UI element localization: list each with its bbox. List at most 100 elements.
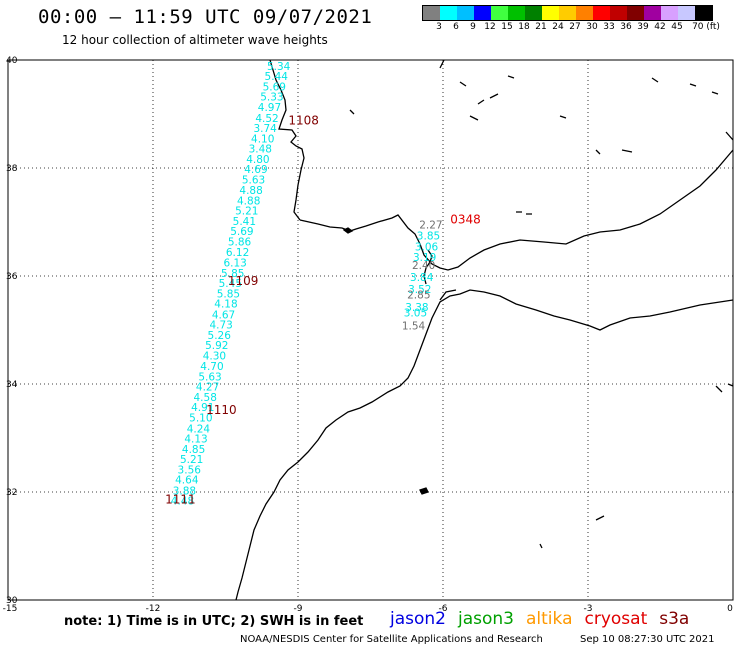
wave-height-value: 4.13 bbox=[184, 434, 207, 446]
page-title: 00:00 – 11:59 UTC 09/07/2021 bbox=[38, 6, 373, 28]
color-scale-bar bbox=[422, 5, 713, 21]
wave-height-value: 2.27 bbox=[419, 220, 442, 232]
wave-height-value: 5.69 bbox=[263, 81, 286, 93]
color-scale-label: 45 bbox=[671, 22, 683, 32]
color-scale-label: 30 bbox=[586, 22, 598, 32]
pass-time-label: 1109 bbox=[228, 274, 259, 288]
color-swatch bbox=[593, 6, 610, 20]
wave-height-value: 5.33 bbox=[260, 92, 283, 104]
color-swatch bbox=[474, 6, 491, 20]
wave-height-value: 4.48 bbox=[171, 496, 194, 508]
wave-height-value: 2.85 bbox=[407, 289, 430, 301]
x-tick-label: 0 bbox=[727, 604, 733, 614]
wave-height-value: 4.80 bbox=[246, 154, 269, 166]
wave-height-points: 5.345.445.695.334.974.523.744.103.484.80… bbox=[171, 61, 443, 508]
color-swatch bbox=[678, 6, 695, 20]
credit-text: NOAA/NESDIS Center for Satellite Applica… bbox=[240, 634, 543, 645]
color-swatch bbox=[644, 6, 661, 20]
page-subtitle: 12 hour collection of altimeter wave hei… bbox=[62, 33, 328, 47]
y-tick-label: 34 bbox=[6, 380, 18, 390]
x-tick-label: -3 bbox=[584, 604, 593, 614]
color-swatch bbox=[610, 6, 627, 20]
wave-height-value: 4.18 bbox=[214, 299, 237, 311]
color-swatch bbox=[457, 6, 474, 20]
wave-height-value: 3.38 bbox=[405, 302, 428, 314]
wave-height-value: 5.92 bbox=[205, 340, 228, 352]
wave-height-value: 3.84 bbox=[410, 272, 434, 284]
wave-height-value: 3.48 bbox=[249, 144, 272, 156]
wave-height-value: 4.73 bbox=[209, 320, 232, 332]
coast-spain-east bbox=[439, 59, 734, 141]
island-bits bbox=[349, 75, 734, 549]
wave-height-value: 6.12 bbox=[226, 247, 249, 259]
wave-height-value: 4.85 bbox=[182, 444, 205, 456]
wave-height-value: 5.63 bbox=[242, 174, 265, 186]
wave-height-value: 4.30 bbox=[203, 350, 226, 362]
timestamp-text: Sep 10 08:27:30 UTC 2021 bbox=[580, 634, 715, 645]
color-scale-label: 18 bbox=[518, 22, 530, 32]
wave-height-value: 5.41 bbox=[233, 216, 256, 228]
pass-time-label: 1108 bbox=[288, 113, 319, 127]
island-fill-2 bbox=[419, 487, 429, 495]
color-scale-label: 33 bbox=[603, 22, 615, 32]
coast-portugal bbox=[269, 59, 305, 221]
wave-height-value: 4.97 bbox=[258, 102, 281, 114]
wave-height-value: 5.63 bbox=[198, 371, 221, 383]
wave-height-value: 5.44 bbox=[265, 71, 289, 83]
satellite-legend: jason2 jason3 altika cryosat s3a bbox=[390, 609, 701, 629]
color-swatch bbox=[491, 6, 508, 20]
x-tick-label: -6 bbox=[439, 604, 448, 614]
wave-height-value: 5.69 bbox=[230, 226, 253, 238]
wave-height-value: 5.21 bbox=[180, 454, 203, 466]
note-text: note: 1) Time is in UTC; 2) SWH is in fe… bbox=[64, 614, 364, 629]
wave-height-value: 5.34 bbox=[267, 61, 291, 73]
coastline bbox=[235, 59, 734, 601]
color-swatch bbox=[440, 6, 457, 20]
wave-height-value: 5.85 bbox=[217, 288, 240, 300]
coast-spain-south bbox=[299, 149, 734, 271]
color-scale-label: 39 bbox=[637, 22, 649, 32]
map-frame bbox=[7, 59, 734, 601]
coast-africa bbox=[235, 289, 734, 601]
wave-height-value: 3.19 bbox=[413, 252, 436, 264]
color-scale-label: 12 bbox=[484, 22, 496, 32]
color-swatch bbox=[661, 6, 678, 20]
color-scale-label: 9 bbox=[470, 22, 476, 32]
wave-height-value: 3.05 bbox=[404, 308, 427, 320]
island-fill-1 bbox=[342, 227, 354, 234]
y-tick-label: 38 bbox=[6, 164, 18, 174]
wave-height-value: 4.27 bbox=[196, 382, 219, 394]
color-scale-label: 42 bbox=[654, 22, 666, 32]
wave-height-value: 4.70 bbox=[200, 361, 223, 373]
color-swatch bbox=[525, 6, 542, 20]
wave-height-value: 3.56 bbox=[178, 464, 202, 476]
color-scale-label: 27 bbox=[569, 22, 581, 32]
color-scale-label: 70 (ft) bbox=[692, 22, 720, 32]
pass-time-labels: 1108 1109 1110 1111 0348 bbox=[165, 113, 481, 506]
wave-height-value: 5.85 bbox=[221, 268, 244, 280]
color-swatch bbox=[695, 6, 712, 20]
color-scale-label: 36 bbox=[620, 22, 632, 32]
y-tick-label: 36 bbox=[6, 272, 18, 282]
wave-height-value: 3.85 bbox=[417, 231, 440, 243]
wave-height-value: 4.88 bbox=[237, 195, 260, 207]
pass-time-label: 1111 bbox=[165, 493, 196, 507]
wave-height-value: 4.10 bbox=[251, 133, 274, 145]
color-swatch bbox=[542, 6, 559, 20]
color-scale-label: 24 bbox=[552, 22, 564, 32]
wave-height-value: 1.54 bbox=[402, 321, 426, 333]
wave-height-value: 4.58 bbox=[194, 392, 217, 404]
pass-time-label: 1110 bbox=[206, 403, 237, 417]
color-swatch bbox=[627, 6, 644, 20]
color-scale-label: 21 bbox=[535, 22, 547, 32]
y-tick-label: 30 bbox=[6, 596, 18, 606]
x-tick-label: -9 bbox=[294, 604, 303, 614]
wave-height-value: 4.64 bbox=[175, 475, 199, 487]
satellite-legend-item: altika bbox=[526, 609, 573, 629]
wave-height-value: 6.13 bbox=[223, 258, 246, 270]
wave-height-value: 2.40 bbox=[412, 260, 435, 272]
color-scale-label: 3 bbox=[436, 22, 442, 32]
x-tick-label: -15 bbox=[3, 604, 18, 614]
color-swatch bbox=[508, 6, 525, 20]
